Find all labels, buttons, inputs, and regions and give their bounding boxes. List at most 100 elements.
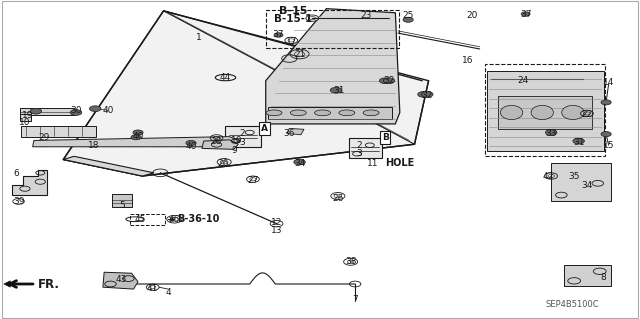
Ellipse shape	[266, 110, 282, 116]
Text: 13: 13	[271, 226, 282, 234]
Text: 36: 36	[284, 129, 295, 138]
Text: 22: 22	[581, 110, 593, 119]
Bar	[225, 126, 260, 147]
Text: 2: 2	[239, 129, 245, 138]
Text: 19: 19	[22, 111, 33, 120]
Text: 11: 11	[367, 159, 378, 168]
Text: 4: 4	[165, 288, 171, 297]
Text: 32: 32	[383, 76, 395, 85]
Circle shape	[601, 131, 611, 137]
Ellipse shape	[562, 105, 584, 120]
Text: 30: 30	[70, 106, 82, 115]
Text: 16: 16	[463, 56, 474, 65]
Bar	[268, 107, 392, 119]
Text: 7: 7	[352, 295, 358, 304]
Text: 23: 23	[360, 11, 372, 20]
Ellipse shape	[531, 105, 554, 120]
Circle shape	[383, 78, 395, 84]
Text: B-15: B-15	[279, 6, 307, 16]
Text: 12: 12	[271, 218, 282, 227]
Text: 3: 3	[239, 137, 245, 146]
Ellipse shape	[339, 110, 355, 116]
Text: FR.: FR.	[38, 278, 60, 291]
Polygon shape	[287, 128, 304, 135]
Text: 25: 25	[403, 11, 414, 20]
Text: 1: 1	[196, 33, 202, 42]
Text: 44: 44	[220, 73, 231, 82]
Circle shape	[422, 92, 433, 97]
Text: 33: 33	[545, 129, 557, 138]
Bar	[113, 195, 132, 206]
Text: 6: 6	[14, 169, 20, 178]
Circle shape	[30, 108, 42, 114]
Polygon shape	[551, 163, 611, 201]
Circle shape	[294, 159, 305, 165]
Text: 24: 24	[518, 76, 529, 85]
Text: 5: 5	[119, 201, 125, 210]
Text: 15: 15	[603, 141, 614, 150]
Bar	[21, 125, 97, 137]
Text: 3: 3	[356, 149, 362, 158]
Text: HOLE: HOLE	[385, 158, 415, 168]
Polygon shape	[4, 281, 25, 287]
Circle shape	[131, 135, 141, 140]
Text: B-36-10: B-36-10	[177, 214, 220, 224]
Circle shape	[90, 106, 101, 112]
Text: 10: 10	[231, 136, 243, 145]
Text: 10: 10	[19, 117, 31, 127]
Text: 17: 17	[285, 37, 297, 46]
Text: A: A	[261, 124, 268, 133]
Text: 37: 37	[520, 10, 531, 19]
Text: 40: 40	[132, 132, 144, 141]
Ellipse shape	[291, 110, 307, 116]
Text: 21: 21	[294, 50, 305, 59]
Text: 38: 38	[345, 257, 356, 266]
Text: 26: 26	[217, 159, 228, 168]
Bar	[487, 70, 604, 151]
Bar	[484, 64, 605, 156]
Text: 37: 37	[273, 31, 284, 40]
Text: 9: 9	[231, 146, 237, 155]
Text: 39: 39	[13, 197, 24, 206]
Circle shape	[418, 92, 429, 97]
Text: 34: 34	[294, 159, 305, 168]
Bar	[130, 214, 165, 225]
Bar	[497, 96, 592, 129]
Text: 41: 41	[147, 284, 158, 293]
Text: 29: 29	[38, 133, 50, 142]
Bar	[266, 10, 399, 48]
Polygon shape	[12, 170, 47, 195]
Text: 40: 40	[102, 106, 114, 115]
Ellipse shape	[363, 110, 379, 116]
Ellipse shape	[315, 110, 330, 116]
Text: 34: 34	[581, 181, 593, 190]
Bar	[20, 115, 31, 122]
Text: 14: 14	[603, 78, 614, 87]
Circle shape	[70, 110, 82, 115]
Polygon shape	[63, 156, 154, 176]
Text: 32: 32	[422, 91, 433, 100]
Polygon shape	[33, 137, 240, 147]
Circle shape	[133, 130, 143, 135]
Text: 45: 45	[134, 215, 145, 224]
Bar	[349, 138, 382, 158]
Text: 2: 2	[356, 141, 362, 150]
Text: 27: 27	[247, 176, 259, 185]
Ellipse shape	[500, 105, 523, 120]
Text: 31: 31	[573, 137, 584, 146]
Text: 35: 35	[568, 173, 580, 182]
Text: 28: 28	[211, 137, 222, 145]
Polygon shape	[63, 11, 429, 176]
Text: 8: 8	[600, 273, 606, 282]
Text: SEP4B5100C: SEP4B5100C	[545, 300, 599, 309]
Circle shape	[521, 12, 530, 16]
Circle shape	[186, 140, 196, 145]
Text: 20: 20	[467, 11, 477, 20]
Polygon shape	[564, 265, 611, 286]
Text: 46: 46	[169, 215, 180, 224]
Text: 18: 18	[88, 141, 99, 150]
Circle shape	[330, 87, 342, 93]
Polygon shape	[103, 272, 138, 289]
Text: 43: 43	[115, 275, 127, 284]
Circle shape	[601, 100, 611, 105]
